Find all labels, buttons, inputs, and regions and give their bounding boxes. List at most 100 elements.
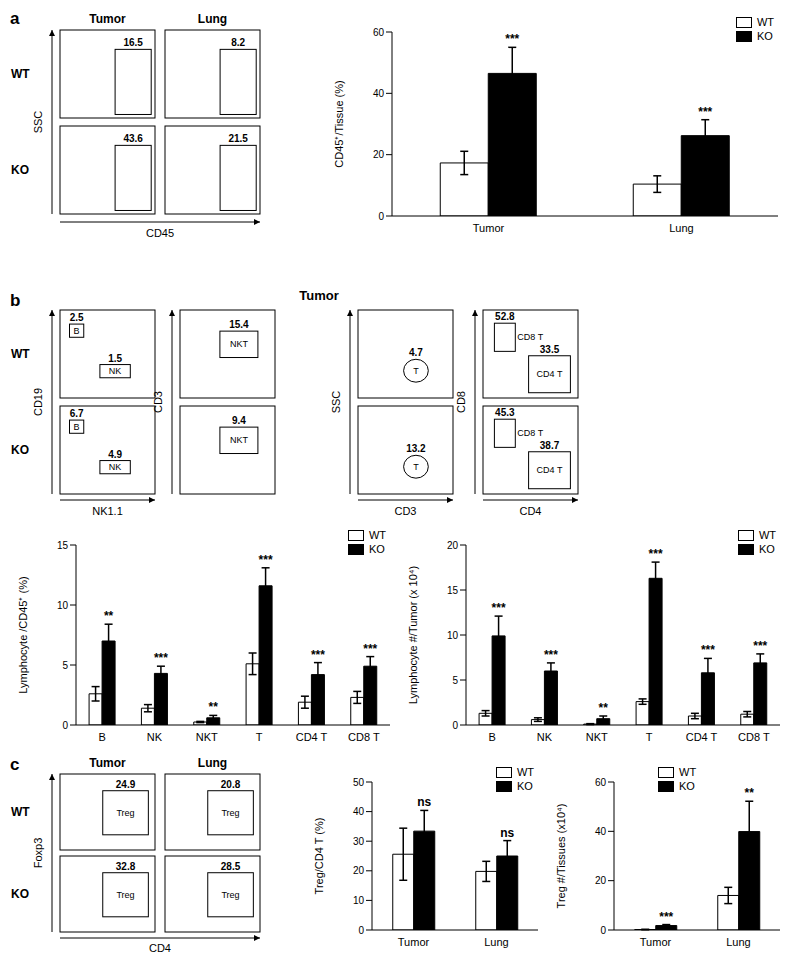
svg-text:Lymphocyte #/Tumor (x 10⁴): Lymphocyte #/Tumor (x 10⁴)	[407, 566, 419, 704]
svg-text:CD8 T: CD8 T	[517, 428, 543, 438]
svg-text:NK: NK	[537, 731, 553, 743]
svg-text:0: 0	[600, 925, 606, 936]
svg-text:NKT: NKT	[196, 731, 218, 743]
svg-text:c: c	[10, 755, 19, 774]
svg-text:***: ***	[363, 642, 377, 656]
svg-text:ns: ns	[417, 795, 431, 809]
svg-text:B: B	[488, 731, 495, 743]
svg-text:Lymphocyte /CD45⁺ (%): Lymphocyte /CD45⁺ (%)	[17, 576, 29, 693]
svg-text:16.5: 16.5	[123, 37, 143, 48]
svg-text:20: 20	[595, 875, 607, 886]
svg-text:***: ***	[698, 105, 712, 119]
svg-text:Treg: Treg	[116, 890, 134, 900]
svg-text:WT: WT	[11, 67, 30, 81]
svg-text:38.7: 38.7	[540, 440, 560, 451]
svg-text:Treg: Treg	[116, 808, 134, 818]
svg-text:40: 40	[373, 88, 385, 99]
svg-text:CD4: CD4	[519, 505, 541, 517]
svg-text:20: 20	[373, 149, 385, 160]
svg-text:20: 20	[353, 865, 365, 876]
svg-text:***: ***	[492, 601, 506, 615]
svg-text:Foxp3: Foxp3	[32, 838, 44, 869]
svg-text:Tumor: Tumor	[299, 288, 338, 303]
svg-text:***: ***	[753, 639, 767, 653]
svg-text:**: **	[599, 701, 609, 715]
svg-text:NKT: NKT	[586, 731, 608, 743]
svg-text:28.5: 28.5	[221, 861, 241, 872]
svg-text:50: 50	[353, 777, 365, 788]
svg-text:Treg: Treg	[221, 808, 239, 818]
svg-text:CD45⁺/Tissue (%): CD45⁺/Tissue (%)	[333, 80, 345, 167]
svg-text:6.7: 6.7	[70, 408, 84, 419]
svg-text:Lung: Lung	[669, 222, 693, 234]
svg-text:40: 40	[595, 826, 607, 837]
svg-text:**: **	[745, 786, 755, 800]
svg-text:CD19: CD19	[32, 388, 44, 416]
svg-text:B: B	[74, 422, 80, 432]
svg-text:WT: WT	[11, 347, 30, 361]
svg-text:NK: NK	[147, 731, 163, 743]
svg-text:NK1.1: NK1.1	[92, 505, 123, 517]
svg-text:Tumor: Tumor	[398, 936, 430, 948]
svg-text:8.2: 8.2	[231, 37, 245, 48]
svg-text:KO: KO	[11, 163, 29, 177]
svg-text:15: 15	[57, 540, 69, 551]
svg-text:Tumor: Tumor	[89, 12, 126, 26]
svg-text:32.8: 32.8	[116, 861, 136, 872]
svg-text:43.6: 43.6	[123, 133, 143, 144]
svg-text:40: 40	[353, 806, 365, 817]
svg-text:CD4 T: CD4 T	[537, 465, 563, 475]
svg-text:0: 0	[358, 925, 364, 936]
svg-text:T: T	[413, 462, 419, 472]
svg-text:**: **	[209, 700, 219, 714]
svg-text:10: 10	[57, 600, 69, 611]
svg-text:***: ***	[649, 547, 663, 561]
svg-text:NKT: NKT	[230, 339, 249, 349]
svg-text:***: ***	[311, 648, 325, 662]
svg-text:5: 5	[452, 675, 458, 686]
svg-text:9.4: 9.4	[232, 415, 246, 426]
svg-text:WT: WT	[11, 805, 30, 819]
svg-text:NKT: NKT	[230, 435, 249, 445]
svg-text:NK: NK	[109, 366, 122, 376]
svg-text:10: 10	[353, 895, 365, 906]
svg-text:***: ***	[659, 910, 673, 924]
svg-text:ns: ns	[500, 826, 514, 840]
svg-text:Lung: Lung	[198, 756, 227, 770]
svg-text:SSC: SSC	[32, 111, 44, 134]
svg-text:Lung: Lung	[198, 12, 227, 26]
svg-text:CD4: CD4	[149, 942, 171, 954]
svg-text:24.9: 24.9	[116, 779, 136, 790]
svg-text:NK: NK	[109, 462, 122, 472]
svg-text:45.3: 45.3	[495, 407, 515, 418]
svg-text:CD45: CD45	[146, 227, 174, 239]
svg-text:Treg: Treg	[221, 890, 239, 900]
svg-text:CD8 T: CD8 T	[348, 731, 380, 743]
svg-text:***: ***	[154, 651, 168, 665]
svg-text:Treg/CD4 T (%): Treg/CD4 T (%)	[313, 818, 325, 895]
svg-text:**: **	[104, 609, 114, 623]
svg-text:B: B	[74, 326, 80, 336]
svg-text:***: ***	[505, 32, 519, 46]
svg-text:15.4: 15.4	[229, 319, 249, 330]
svg-text:KO: KO	[11, 443, 29, 457]
svg-text:0: 0	[452, 720, 458, 731]
svg-text:CD4 T: CD4 T	[686, 731, 718, 743]
svg-text:60: 60	[595, 777, 607, 788]
svg-text:10: 10	[447, 630, 459, 641]
svg-text:CD8 T: CD8 T	[517, 332, 543, 342]
svg-text:CD3: CD3	[152, 391, 164, 413]
svg-text:***: ***	[259, 553, 273, 567]
svg-text:Tumor: Tumor	[473, 222, 505, 234]
svg-text:4.7: 4.7	[409, 347, 423, 358]
svg-text:***: ***	[701, 643, 715, 657]
svg-text:0: 0	[62, 720, 68, 731]
svg-text:SSC: SSC	[330, 391, 342, 414]
svg-text:T: T	[256, 731, 263, 743]
svg-text:B: B	[98, 731, 105, 743]
svg-text:Lung: Lung	[726, 936, 750, 948]
svg-text:CD8 T: CD8 T	[738, 731, 770, 743]
svg-text:CD3: CD3	[394, 505, 416, 517]
svg-text:13.2: 13.2	[406, 443, 426, 454]
svg-text:b: b	[10, 291, 20, 310]
